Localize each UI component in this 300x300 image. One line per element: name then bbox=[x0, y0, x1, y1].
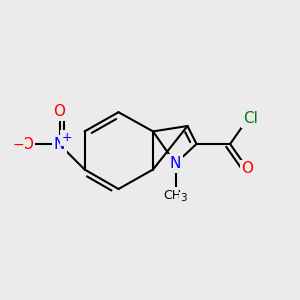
Text: N: N bbox=[54, 137, 65, 152]
Text: O: O bbox=[21, 137, 33, 152]
Text: O: O bbox=[242, 161, 254, 176]
Text: N: N bbox=[170, 156, 181, 171]
Text: 3: 3 bbox=[181, 194, 187, 203]
Text: CH: CH bbox=[164, 189, 181, 202]
Text: +: + bbox=[62, 131, 72, 144]
Text: Cl: Cl bbox=[243, 111, 258, 126]
Text: −: − bbox=[12, 137, 24, 152]
Text: O: O bbox=[54, 104, 66, 119]
